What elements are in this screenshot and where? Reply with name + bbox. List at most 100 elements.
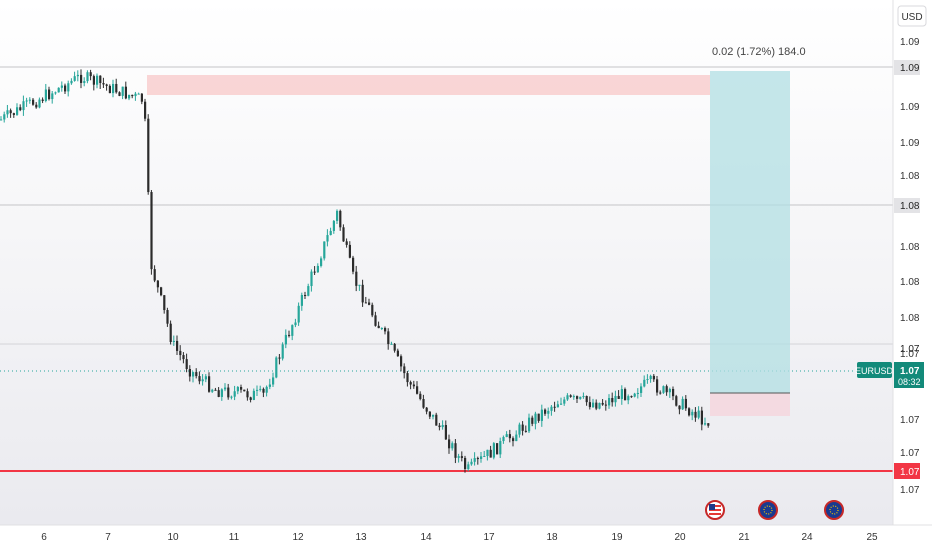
time-tick-label: 10: [167, 532, 179, 543]
candle-body: [649, 375, 652, 380]
currency-button[interactable]: [897, 5, 927, 27]
candle-body: [662, 386, 665, 393]
candle-body: [268, 384, 271, 387]
candle-body: [163, 295, 166, 311]
price-tick-label: 1.08: [900, 313, 920, 324]
candle-body: [502, 437, 505, 442]
candle-body: [326, 235, 329, 242]
candle-body: [361, 284, 364, 303]
candle-body: [531, 417, 534, 424]
time-tick-label: 11: [229, 532, 240, 543]
candle-body: [259, 388, 262, 390]
symbol-tag[interactable]: [857, 362, 892, 378]
candle-body: [444, 425, 447, 440]
price-tick-label: 1.09: [900, 37, 920, 48]
candle-body: [368, 302, 371, 305]
candle-body: [28, 99, 31, 101]
candle-body: [150, 192, 153, 270]
candle-body: [272, 377, 275, 385]
candle-body: [441, 425, 444, 428]
candle-body: [332, 220, 335, 231]
candle-body: [16, 107, 19, 115]
time-axis[interactable]: [0, 525, 932, 550]
candle-body: [400, 356, 403, 367]
candle-body: [512, 438, 515, 442]
candle-body: [32, 99, 35, 105]
position-tool-label: 0.02 (1.72%) 184.0: [712, 46, 806, 58]
stop-zone[interactable]: [710, 393, 790, 416]
candle-body: [19, 107, 22, 111]
candle-body: [300, 295, 303, 306]
symbol-tag-label: EURUSD: [855, 366, 894, 376]
candle-body: [249, 397, 252, 400]
price-tag[interactable]: [894, 362, 924, 388]
candle-body: [137, 93, 140, 95]
price-axis[interactable]: [893, 0, 932, 525]
candle-body: [419, 393, 422, 400]
candle-body: [624, 389, 627, 401]
candle-body: [678, 405, 681, 410]
candle-body: [547, 410, 550, 414]
candle-body: [601, 402, 604, 405]
candle-body: [41, 99, 44, 101]
candle-body: [406, 373, 409, 383]
time-tick-label: 13: [355, 532, 367, 543]
candle-body: [172, 340, 175, 342]
price-marker-current-bg: [894, 463, 920, 479]
candle-body: [403, 366, 406, 374]
candle-body: [256, 389, 259, 391]
candle-body: [224, 387, 227, 390]
candle-body: [656, 379, 659, 393]
candle-body: [611, 398, 614, 403]
supply-zone[interactable]: [147, 75, 710, 95]
event-marker-eu-1[interactable]: [758, 500, 778, 520]
candle-body: [425, 407, 428, 412]
candle-body: [278, 357, 281, 359]
candle-body: [96, 75, 99, 85]
candle-body: [204, 376, 207, 380]
candle-body: [201, 379, 204, 382]
time-tick-label: 25: [866, 532, 878, 543]
candle-body: [630, 396, 633, 398]
candle-body: [140, 93, 143, 102]
event-marker-us[interactable]: [705, 500, 725, 520]
candle-body: [70, 80, 73, 84]
candle-body: [323, 241, 326, 259]
candle-body: [99, 75, 102, 84]
candle-body: [665, 386, 668, 393]
time-tick-label: 12: [292, 532, 304, 543]
candle-body: [57, 87, 60, 93]
candle-body: [179, 350, 182, 356]
candle-body: [166, 310, 169, 324]
candle-body: [275, 357, 278, 378]
time-tick-label: 17: [483, 532, 495, 543]
price-tick-label: 1.08: [900, 242, 920, 253]
price-tick-label: 1.08: [900, 277, 920, 288]
price-tick-group: 1.091.091.091.081.081.081.081.071.071.07…: [900, 37, 920, 496]
candle-body: [438, 425, 441, 428]
candle-body: [633, 393, 636, 397]
candle-body: [470, 461, 473, 465]
candle-body: [86, 72, 89, 82]
candle-body: [115, 83, 118, 93]
time-tick-label: 20: [674, 532, 686, 543]
candle-body: [412, 384, 415, 387]
candle-body: [544, 409, 547, 414]
target-zone[interactable]: [710, 71, 790, 393]
candle-body: [496, 443, 499, 455]
candle-body: [614, 395, 617, 403]
time-tick-group: 6 7 10 11 12 13 14 17 18 19 20 21 24 25: [41, 532, 878, 543]
candle-body: [508, 434, 511, 439]
candle-body: [556, 404, 559, 408]
candle-body: [320, 258, 323, 266]
candle-body: [448, 439, 451, 449]
candle-body: [604, 404, 607, 406]
candle-body: [22, 101, 25, 111]
time-tick-label: 6: [41, 532, 47, 543]
event-marker-eu-2[interactable]: [824, 500, 844, 520]
price-tick-label: 1.08: [900, 171, 920, 182]
candle-body: [291, 325, 294, 336]
candle-body: [336, 210, 339, 221]
